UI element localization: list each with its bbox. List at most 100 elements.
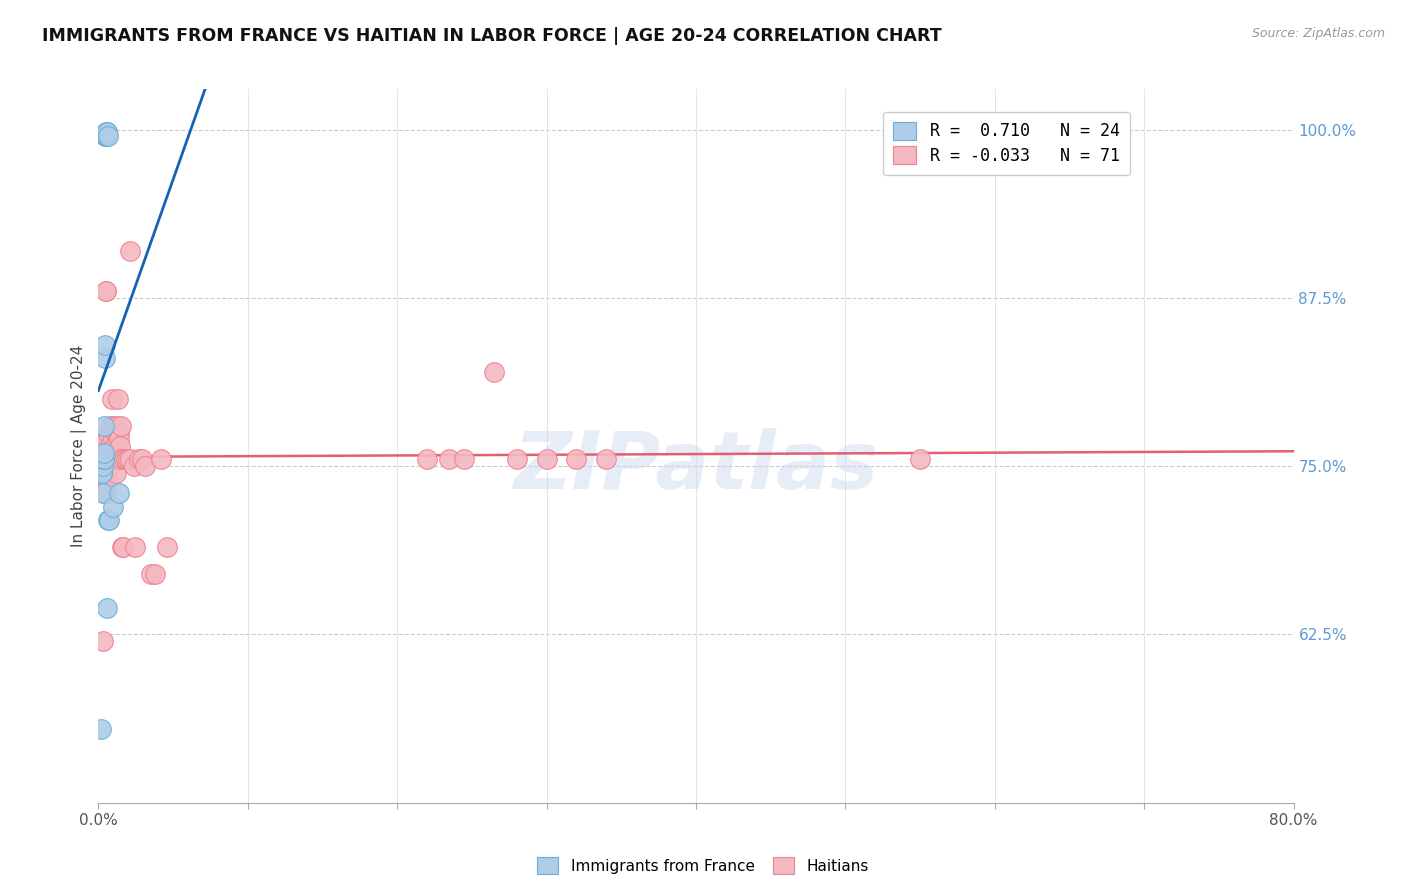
Point xyxy=(97,439,120,453)
Point xyxy=(96,125,118,139)
Point xyxy=(453,452,475,467)
Point xyxy=(91,634,114,648)
Point xyxy=(93,452,115,467)
Point xyxy=(107,392,129,406)
Point xyxy=(91,452,114,467)
Point xyxy=(105,425,128,440)
Point xyxy=(91,452,114,467)
Point xyxy=(108,439,131,453)
Point xyxy=(90,446,112,460)
Point xyxy=(94,338,117,352)
Point xyxy=(94,129,117,144)
Y-axis label: In Labor Force | Age 20-24: In Labor Force | Age 20-24 xyxy=(72,345,87,547)
Point xyxy=(100,452,122,467)
Point xyxy=(506,452,529,467)
Point xyxy=(565,452,588,467)
Point xyxy=(93,486,115,500)
Point xyxy=(91,459,114,474)
Point xyxy=(134,459,156,474)
Point xyxy=(97,513,120,527)
Point xyxy=(91,432,114,446)
Point xyxy=(131,452,153,467)
Point xyxy=(156,540,179,554)
Legend: R =  0.710   N = 24, R = -0.033   N = 71: R = 0.710 N = 24, R = -0.033 N = 71 xyxy=(883,112,1130,175)
Point xyxy=(98,418,122,433)
Point xyxy=(112,540,135,554)
Text: Source: ZipAtlas.com: Source: ZipAtlas.com xyxy=(1251,27,1385,40)
Point xyxy=(439,452,461,467)
Point xyxy=(97,425,120,440)
Point xyxy=(96,452,118,467)
Point xyxy=(96,473,118,487)
Point xyxy=(107,425,129,440)
Point xyxy=(120,452,142,467)
Point xyxy=(97,513,120,527)
Point xyxy=(90,452,112,467)
Point xyxy=(94,452,117,467)
Point xyxy=(536,452,558,467)
Point xyxy=(103,452,125,467)
Point xyxy=(94,128,117,142)
Point xyxy=(89,466,111,480)
Point xyxy=(105,418,128,433)
Point xyxy=(114,452,136,467)
Point xyxy=(97,129,120,144)
Point xyxy=(103,425,125,440)
Point xyxy=(98,452,121,467)
Point xyxy=(90,722,112,736)
Point xyxy=(93,452,115,467)
Point xyxy=(93,452,115,467)
Point xyxy=(595,452,617,467)
Point xyxy=(91,459,114,474)
Point xyxy=(96,600,118,615)
Point xyxy=(93,351,115,366)
Point xyxy=(96,446,118,460)
Point xyxy=(110,418,132,433)
Point xyxy=(110,452,132,467)
Point xyxy=(107,425,129,440)
Point xyxy=(118,244,141,258)
Text: IMMIGRANTS FROM FRANCE VS HAITIAN IN LABOR FORCE | AGE 20-24 CORRELATION CHART: IMMIGRANTS FROM FRANCE VS HAITIAN IN LAB… xyxy=(42,27,942,45)
Legend: Immigrants from France, Haitians: Immigrants from France, Haitians xyxy=(531,851,875,880)
Point xyxy=(101,418,124,433)
Point xyxy=(124,540,146,554)
Point xyxy=(96,284,118,298)
Point xyxy=(139,566,162,581)
Point xyxy=(104,439,127,453)
Point xyxy=(93,418,115,433)
Point xyxy=(96,125,118,139)
Point xyxy=(416,452,439,467)
Point xyxy=(89,432,111,446)
Point xyxy=(103,432,125,446)
Point xyxy=(94,452,117,467)
Point xyxy=(90,466,112,480)
Point xyxy=(98,459,121,474)
Point xyxy=(94,486,117,500)
Point xyxy=(103,500,125,514)
Point xyxy=(111,540,134,554)
Point xyxy=(143,566,166,581)
Point xyxy=(150,452,173,467)
Point xyxy=(93,452,115,467)
Point xyxy=(96,125,118,139)
Point xyxy=(108,432,131,446)
Point xyxy=(108,486,131,500)
Point xyxy=(91,486,114,500)
Point xyxy=(117,452,139,467)
Point xyxy=(91,466,114,480)
Point xyxy=(100,452,122,467)
Point xyxy=(96,128,118,142)
Point xyxy=(128,452,150,467)
Point xyxy=(124,459,146,474)
Point xyxy=(93,473,115,487)
Point xyxy=(908,452,931,467)
Point xyxy=(112,452,135,467)
Point xyxy=(94,129,117,144)
Point xyxy=(101,392,124,406)
Text: ZIPatlas: ZIPatlas xyxy=(513,428,879,507)
Point xyxy=(93,446,115,460)
Point xyxy=(96,284,118,298)
Point xyxy=(104,466,127,480)
Point xyxy=(93,473,115,487)
Point xyxy=(484,365,506,379)
